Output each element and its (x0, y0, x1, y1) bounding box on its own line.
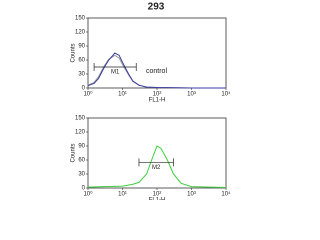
y-tick-label: 30 (78, 72, 85, 78)
histogram-line (87, 145, 227, 189)
y-tick-label: 30 (78, 172, 85, 178)
y-tick-label: 60 (78, 58, 85, 64)
y-tick-label: 90 (78, 44, 85, 50)
x-tick-label: 10⁴ (221, 91, 231, 98)
y-axis-label: Counts (71, 143, 77, 162)
y-tick-label: 120 (75, 130, 86, 136)
x-tick-label: 10⁰ (83, 191, 93, 198)
gate-label: M2 (152, 165, 161, 171)
x-tick-label: 10⁰ (83, 91, 93, 98)
y-tick-label: 120 (75, 30, 86, 36)
x-tick-label: 10¹ (118, 92, 127, 98)
y-tick-label: 90 (78, 144, 85, 150)
x-tick-label: 10³ (187, 192, 196, 198)
y-tick-label: 0 (82, 86, 86, 92)
x-tick-label: 10² (153, 92, 162, 98)
background (0, 0, 300, 200)
x-axis-label: FL1-H (149, 198, 166, 200)
y-tick-label: 150 (75, 16, 86, 22)
x-tick-label: 10³ (187, 92, 196, 98)
x-tick-label: 10⁴ (221, 191, 231, 198)
chart: 293 control 0 30 60 90 120 150 10⁰ 10¹ 10² 10³ 10⁴… (0, 0, 300, 200)
y-tick-label: 60 (78, 158, 85, 164)
annotation: control (146, 68, 167, 75)
chart-title: 293 (148, 2, 165, 13)
x-tick-label: 10¹ (118, 192, 127, 198)
y-axis-label: Counts (71, 43, 77, 62)
histogram-line (87, 52, 226, 89)
x-tick-label: 10² (153, 192, 162, 198)
y-tick-label: 0 (82, 186, 86, 192)
y-tick-label: 150 (75, 116, 86, 122)
x-axis-label: FL1-H (149, 98, 166, 104)
gate-label: M1 (111, 70, 120, 76)
